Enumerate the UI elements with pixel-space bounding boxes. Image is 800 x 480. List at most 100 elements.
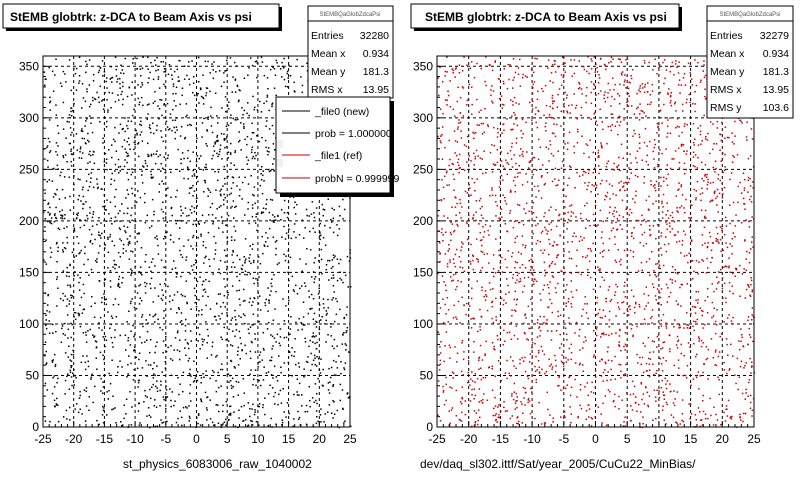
scatter-point: [455, 288, 457, 291]
scatter-point: [77, 312, 80, 315]
scatter-point: [459, 202, 462, 204]
scatter-point: [713, 191, 716, 193]
scatter-point: [655, 299, 657, 301]
scatter-point: [134, 204, 136, 207]
scatter-point: [226, 373, 229, 375]
scatter-point: [498, 98, 501, 100]
scatter-point: [509, 356, 512, 358]
scatter-point: [106, 77, 108, 79]
scatter-point: [458, 164, 460, 167]
scatter-point: [185, 280, 187, 282]
scatter-point: [133, 349, 135, 352]
scatter-point: [281, 61, 283, 64]
scatter-point: [530, 210, 533, 213]
scatter-point: [454, 115, 456, 117]
scatter-point: [629, 153, 631, 155]
scatter-point: [126, 376, 128, 378]
scatter-point: [115, 188, 117, 191]
scatter-point: [576, 128, 579, 131]
scatter-point: [117, 371, 119, 374]
scatter-point: [213, 61, 215, 63]
scatter-point: [121, 145, 124, 148]
scatter-point: [266, 96, 269, 98]
scatter-point: [636, 325, 638, 328]
scatter-point: [463, 144, 466, 146]
scatter-point: [263, 74, 266, 77]
scatter-point: [647, 336, 650, 339]
scatter-point: [246, 135, 249, 138]
scatter-point: [666, 125, 669, 128]
scatter-point: [93, 335, 96, 337]
scatter-point: [729, 243, 731, 245]
scatter-point: [153, 210, 155, 213]
scatter-point: [141, 274, 143, 276]
scatter-point: [306, 248, 308, 250]
scatter-point: [750, 201, 753, 203]
scatter-point: [628, 214, 630, 216]
scatter-point: [497, 338, 499, 341]
scatter-point: [644, 127, 647, 130]
scatter-point: [745, 219, 747, 221]
scatter-point: [549, 143, 552, 146]
scatter-point: [638, 89, 640, 91]
scatter-point: [192, 82, 195, 84]
scatter-point: [155, 69, 157, 72]
scatter-point: [171, 74, 173, 76]
scatter-point: [158, 191, 160, 193]
scatter-point: [119, 220, 121, 222]
scatter-point: [657, 126, 659, 129]
scatter-point: [585, 410, 588, 412]
scatter-point: [455, 67, 457, 69]
scatter-point: [235, 329, 238, 331]
scatter-point: [49, 109, 51, 111]
scatter-point: [183, 78, 186, 80]
scatter-point: [575, 289, 578, 291]
scatter-point: [748, 327, 750, 330]
scatter-point: [513, 365, 515, 367]
scatter-point: [464, 190, 467, 193]
scatter-point: [482, 226, 484, 228]
scatter-point: [311, 363, 313, 366]
scatter-point: [332, 254, 335, 256]
scatter-point: [665, 423, 667, 425]
scatter-point: [729, 222, 731, 225]
scatter-point: [669, 95, 672, 98]
scatter-point: [230, 266, 233, 268]
scatter-point: [49, 96, 51, 99]
scatter-point: [618, 395, 620, 398]
scatter-point: [230, 207, 232, 209]
scatter-point: [298, 366, 301, 368]
scatter-point: [673, 390, 675, 392]
scatter-point: [252, 277, 255, 279]
scatter-point: [193, 264, 195, 266]
scatter-point: [588, 408, 591, 410]
scatter-point: [301, 285, 303, 287]
scatter-point: [117, 284, 120, 286]
scatter-point: [618, 308, 621, 310]
scatter-point: [713, 290, 715, 293]
scatter-point: [678, 240, 681, 242]
scatter-point: [699, 133, 702, 136]
scatter-point: [74, 271, 76, 273]
scatter-point: [67, 284, 69, 287]
scatter-point: [653, 341, 655, 343]
scatter-point: [296, 58, 298, 61]
scatter-point: [537, 223, 539, 225]
scatter-point: [645, 286, 647, 288]
scatter-point: [55, 404, 58, 406]
scatter-point: [78, 157, 81, 159]
scatter-point: [617, 164, 620, 166]
scatter-point: [535, 355, 537, 358]
scatter-point: [669, 383, 671, 385]
scatter-point: [619, 189, 621, 192]
scatter-point: [606, 162, 608, 165]
scatter-point: [211, 369, 214, 372]
scatter-point: [44, 84, 46, 87]
scatter-point: [720, 250, 722, 253]
scatter-point: [132, 58, 134, 60]
scatter-point: [199, 276, 201, 278]
scatter-point: [584, 386, 586, 388]
scatter-point: [642, 110, 644, 113]
scatter-point: [521, 422, 523, 424]
scatter-point: [455, 220, 457, 223]
